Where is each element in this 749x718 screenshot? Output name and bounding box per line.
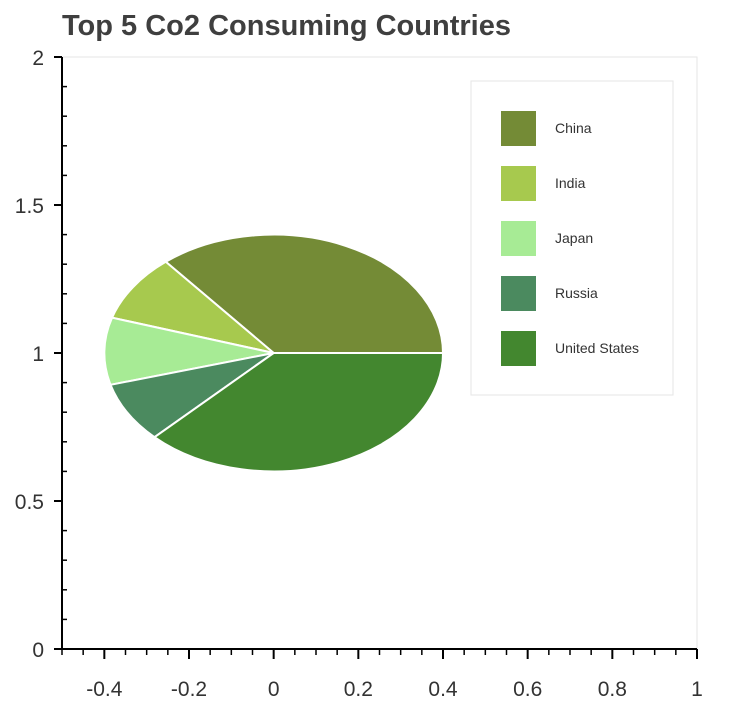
y-tick-label: 0: [32, 639, 44, 662]
x-tick-label: 0: [268, 678, 280, 701]
pie-slice-china: [163, 233, 445, 354]
x-tick-label: 0.6: [513, 678, 542, 701]
legend-swatch-united-states: [501, 331, 536, 366]
y-tick-label: 0.5: [15, 491, 44, 514]
x-tick-label: 0.2: [344, 678, 373, 701]
legend-swatch-china: [501, 111, 536, 146]
legend-label-united-states: United States: [555, 340, 639, 356]
x-axis: -0.4 -0.2 0 0.2 0.4 0.6 0.8 1: [61, 648, 703, 701]
y-axis: 0 0.5 1 1.5 2: [15, 47, 67, 662]
legend-swatch-japan: [501, 221, 536, 256]
legend-swatch-india: [501, 166, 536, 201]
x-tick-label: -0.4: [86, 678, 123, 701]
y-tick-label: 2: [32, 47, 44, 70]
y-tick-label: 1.5: [15, 195, 44, 218]
x-tick-label: 1: [691, 678, 703, 701]
legend-label-china: China: [555, 120, 592, 136]
chart-title: Top 5 Co2 Consuming Countries: [62, 10, 511, 42]
legend-label-russia: Russia: [555, 285, 598, 301]
legend-label-india: India: [555, 175, 586, 191]
pie-slice-india: [110, 260, 275, 354]
pie-slices: [103, 233, 445, 473]
pie-slice-united-states: [152, 352, 445, 473]
x-tick-label: -0.2: [171, 678, 207, 701]
x-tick-label: 0.4: [428, 678, 458, 701]
legend-swatch-russia: [501, 276, 536, 311]
legend-label-japan: Japan: [555, 230, 593, 246]
legend: China India Japan Russia United States: [470, 80, 674, 396]
pie-slice-japan: [103, 316, 274, 386]
pie-slice-russia: [109, 352, 275, 439]
x-tick-label: 0.8: [598, 678, 627, 701]
y-tick-label: 1: [32, 343, 44, 366]
